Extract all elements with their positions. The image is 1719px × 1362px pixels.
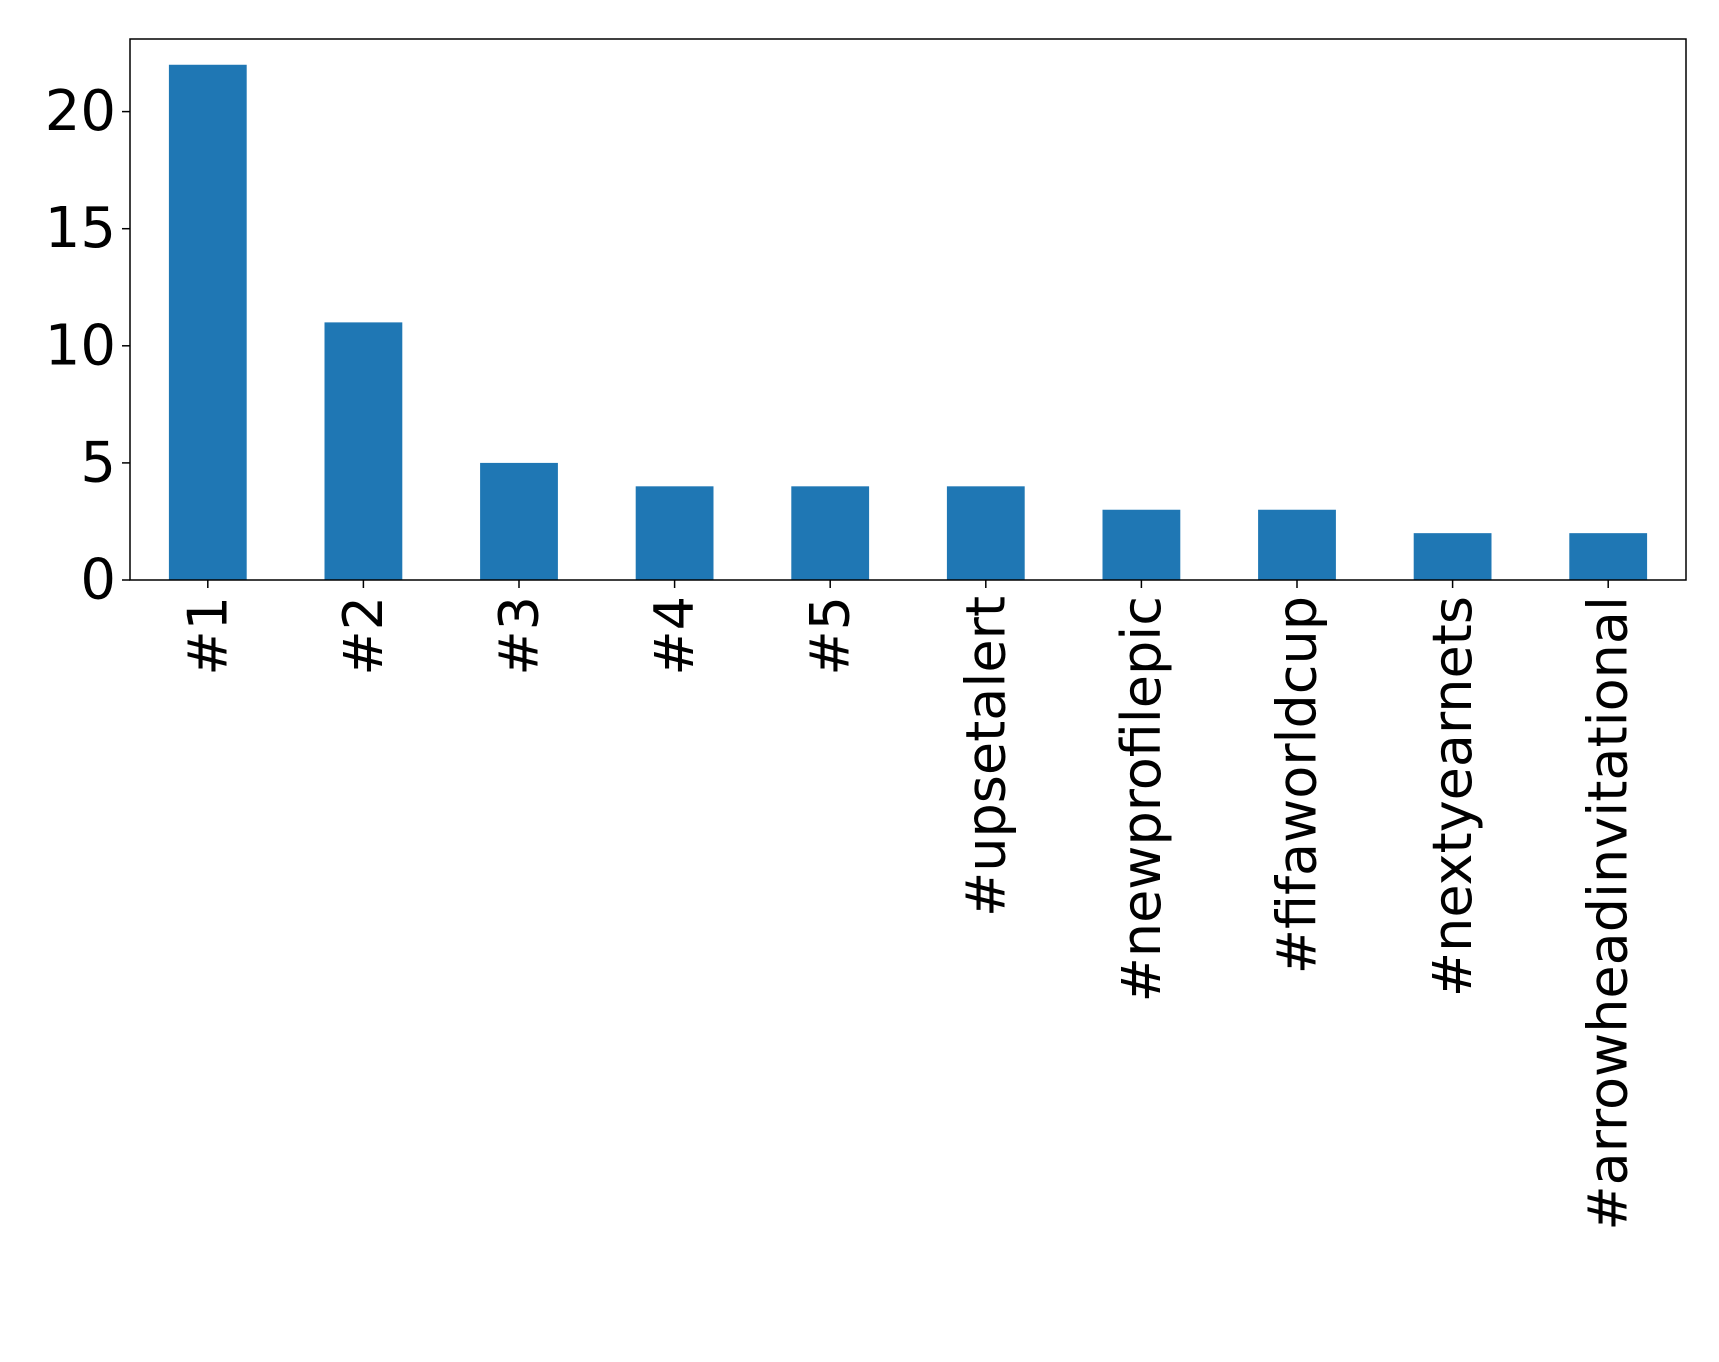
y-axis: 0 5 10 15 20 [45,79,130,613]
plot-frame [129,38,1687,581]
x-tick-label: #newprofilepic [1110,596,1173,1002]
bar-5 [946,486,1025,580]
x-tick-label: #2 [332,596,395,676]
x-axis: #1 #2 #3 #4 #5 #upsetalert #newprofilepic #fifa… [176,580,1640,1231]
y-tick-label: 20 [45,79,116,144]
y-tick-label: 15 [45,196,116,261]
y-tick-label: 5 [80,430,116,495]
y-tick-label: 10 [45,313,116,378]
x-tick-label: #5 [799,596,862,676]
bar-4 [791,486,870,580]
bar-0 [168,64,247,580]
x-tick-label: #upsetalert [954,596,1017,917]
bars-group [168,64,1648,580]
bar-7 [1258,509,1336,580]
y-tick-label: 0 [80,548,116,613]
bar-9 [1569,533,1648,580]
x-tick-label: #fifaworldcup [1266,596,1329,974]
x-tick-label: #1 [176,596,239,676]
bar-2 [480,462,558,580]
x-tick-label: #4 [643,596,706,676]
bar-6 [1102,509,1181,580]
x-tick-label: #nextyearnets [1421,596,1484,997]
x-tick-label: #3 [488,596,551,676]
bar-8 [1413,533,1492,580]
bar-1 [324,322,403,580]
x-tick-label: #arrowheadinvitational [1577,596,1640,1231]
bar-3 [635,486,714,580]
